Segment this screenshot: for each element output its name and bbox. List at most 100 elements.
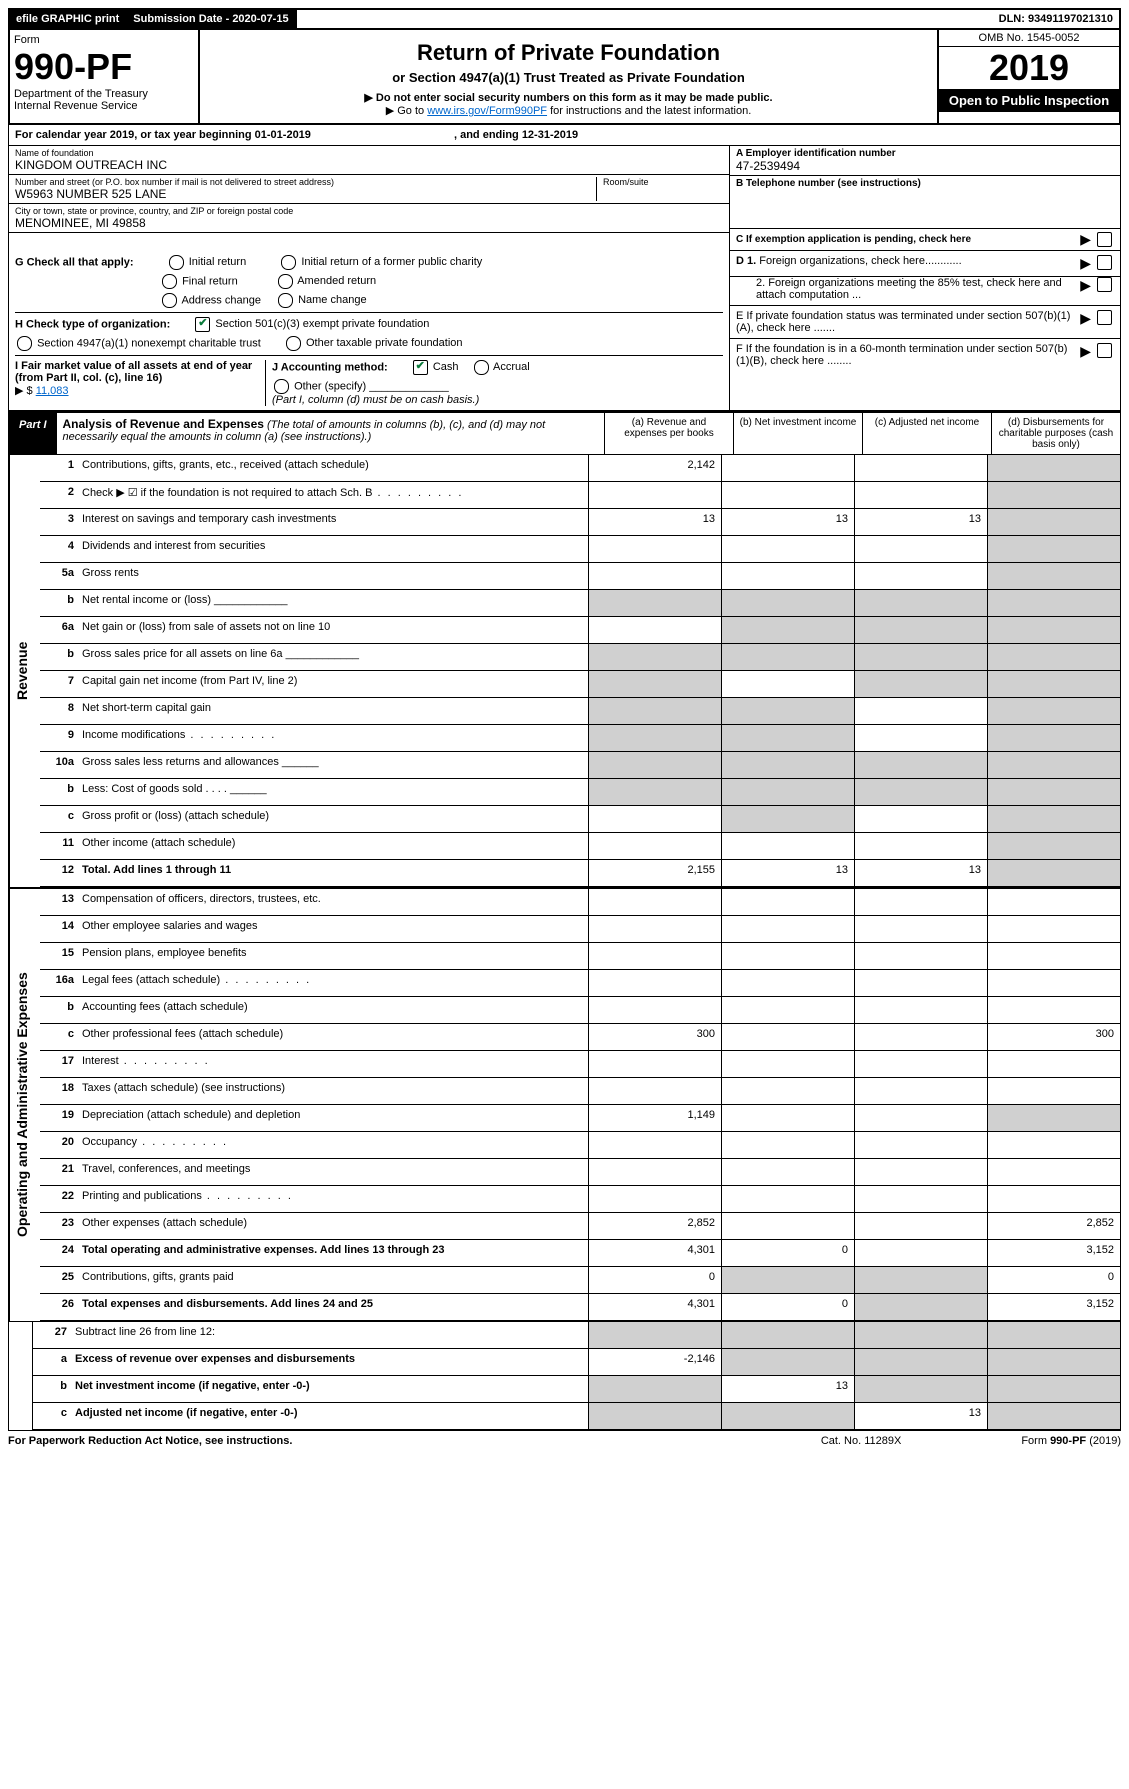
other-taxable-checkbox[interactable] [286,336,301,351]
line-desc: Net rental income or (loss) ____________ [78,590,588,616]
table-row: bNet investment income (if negative, ent… [33,1376,1120,1403]
cash-checkbox[interactable]: ✔ [413,360,428,375]
amount-col-d [987,1376,1120,1402]
h-label: H Check type of organization: [15,318,170,330]
g-label: G Check all that apply: [15,256,134,268]
line-desc: Capital gain net income (from Part IV, l… [78,671,588,697]
amount-col-c [854,806,987,832]
d1-checkbox[interactable] [1097,255,1112,270]
dept-label: Department of the Treasury [14,88,194,100]
line-desc: Gross rents [78,563,588,589]
line-desc: Printing and publications [78,1186,588,1212]
amount-col-b [721,698,854,724]
amount-col-d [987,1159,1120,1185]
amount-col-d [987,455,1120,481]
line-desc: Less: Cost of goods sold . . . . ______ [78,779,588,805]
form-subtitle: or Section 4947(a)(1) Trust Treated as P… [206,70,931,85]
amount-col-c [854,943,987,969]
line-desc: Check ▶ ☑ if the foundation is not requi… [78,482,588,508]
amount-col-d [987,617,1120,643]
amount-col-a [588,698,721,724]
line-number: 1 [40,455,78,481]
footer: For Paperwork Reduction Act Notice, see … [8,1431,1121,1451]
irs-label: Internal Revenue Service [14,100,194,112]
amount-col-a [588,1132,721,1158]
final-return-checkbox[interactable] [162,274,177,289]
amount-col-c [854,1294,987,1320]
amount-col-c [854,1024,987,1050]
line-number: 3 [40,509,78,535]
amount-col-d: 0 [987,1267,1120,1293]
amount-col-d: 300 [987,1024,1120,1050]
amount-col-d [987,1403,1120,1429]
irs-link[interactable]: www.irs.gov/Form990PF [427,105,547,117]
line-desc: Net gain or (loss) from sale of assets n… [78,617,588,643]
amount-col-b [721,1051,854,1077]
amount-col-c [854,1132,987,1158]
501c3-checkbox[interactable]: ✔ [195,317,210,332]
part1-label: Part I [9,413,57,454]
f-checkbox[interactable] [1097,343,1112,358]
accrual-checkbox[interactable] [474,360,489,375]
amount-col-d [987,889,1120,915]
amount-col-b [721,779,854,805]
line-number: 8 [40,698,78,724]
table-row: cAdjusted net income (if negative, enter… [33,1403,1120,1430]
table-row: bAccounting fees (attach schedule) [40,997,1120,1024]
amount-col-a [588,1403,721,1429]
line-desc: Total operating and administrative expen… [78,1240,588,1266]
amount-col-b [721,806,854,832]
amount-col-d [987,671,1120,697]
arrow-icon: ▶ [1080,231,1091,248]
section-g-right: D 1. D 1. Foreign organizations, check h… [729,251,1120,410]
foundation-name-cell: Name of foundation KINGDOM OUTREACH INC [9,146,729,175]
amount-col-b: 13 [721,509,854,535]
amount-col-c [854,1078,987,1104]
other-method-checkbox[interactable] [274,379,289,394]
line-number: 11 [40,833,78,859]
section-g-left: G Check all that apply: Initial return I… [9,251,729,410]
4947-checkbox[interactable] [17,336,32,351]
amount-col-a: 13 [588,509,721,535]
table-row: 23Other expenses (attach schedule)2,8522… [40,1213,1120,1240]
amount-col-d: 3,152 [987,1294,1120,1320]
amount-col-b [721,943,854,969]
line-number: 6a [40,617,78,643]
line-number: 10a [40,752,78,778]
amount-col-a: 2,852 [588,1213,721,1239]
amount-col-b [721,1213,854,1239]
d2-checkbox[interactable] [1097,277,1112,292]
amended-checkbox[interactable] [278,274,293,289]
amount-col-b [721,916,854,942]
footer-left: For Paperwork Reduction Act Notice, see … [8,1435,292,1447]
table-row: bNet rental income or (loss) ___________… [40,590,1120,617]
addr-change-checkbox[interactable] [162,293,177,308]
table-row: 14Other employee salaries and wages [40,916,1120,943]
ein-cell: A Employer identification number 47-2539… [730,146,1120,176]
amount-col-a: 2,142 [588,455,721,481]
amount-col-a: 0 [588,1267,721,1293]
name-change-checkbox[interactable] [278,293,293,308]
amount-col-b: 0 [721,1294,854,1320]
initial-return-checkbox[interactable] [169,255,184,270]
amount-col-b [721,1186,854,1212]
amount-col-c [854,536,987,562]
line-desc: Legal fees (attach schedule) [78,970,588,996]
amount-col-a [588,590,721,616]
room-suite-label: Room/suite [603,177,723,187]
amount-col-b [721,1349,854,1375]
amount-col-b [721,536,854,562]
efile-label[interactable]: efile GRAPHIC print [10,10,127,28]
e-checkbox[interactable] [1097,310,1112,325]
line-desc: Taxes (attach schedule) (see instruction… [78,1078,588,1104]
amount-col-d [987,563,1120,589]
initial-former-checkbox[interactable] [281,255,296,270]
table-row: 4Dividends and interest from securities [40,536,1120,563]
line-number: 13 [40,889,78,915]
exemption-checkbox[interactable] [1097,232,1112,247]
telephone-cell: B Telephone number (see instructions) [730,176,1120,229]
amount-col-b [721,970,854,996]
fmv-value[interactable]: 11,083 [36,385,69,397]
amount-col-d [987,833,1120,859]
table-row: aExcess of revenue over expenses and dis… [33,1349,1120,1376]
